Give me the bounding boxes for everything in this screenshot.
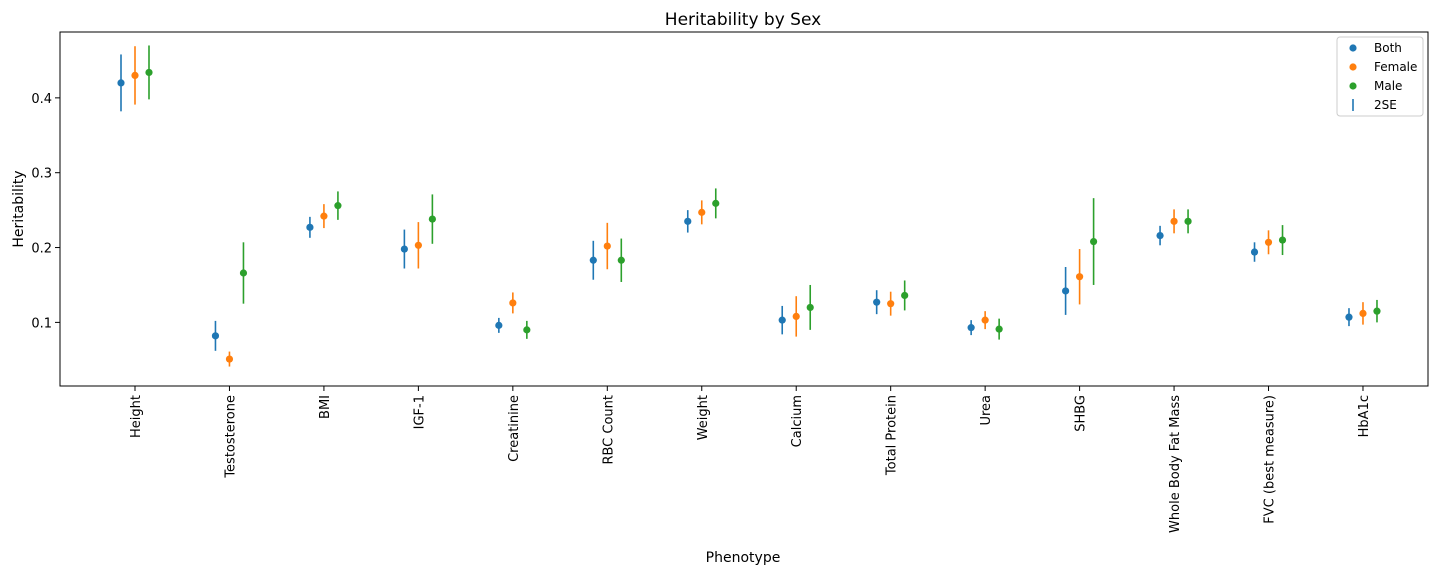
data-point-both bbox=[873, 298, 881, 306]
data-point-both bbox=[684, 217, 692, 225]
legend: Both Female Male 2SE bbox=[1336, 36, 1424, 117]
data-point-male bbox=[1278, 236, 1287, 244]
data-point-female bbox=[981, 316, 989, 324]
data-point-male bbox=[239, 269, 248, 277]
data-point-female bbox=[887, 300, 895, 308]
data-point-male bbox=[1184, 217, 1192, 225]
data-point-both bbox=[400, 245, 408, 253]
x-axis-label: Phenotype bbox=[706, 550, 781, 566]
data-point-both bbox=[495, 321, 503, 329]
data-point-female bbox=[414, 241, 422, 249]
data-point-both bbox=[1250, 248, 1259, 256]
plot-area-frame bbox=[59, 31, 1429, 387]
x-tick-label: Urea bbox=[979, 395, 994, 426]
data-point-both bbox=[1345, 313, 1353, 321]
x-tick-label: HbA1c bbox=[1357, 395, 1372, 437]
legend-box bbox=[1336, 36, 1424, 117]
data-point-male bbox=[145, 68, 153, 77]
legend-label-female: Female bbox=[1374, 60, 1417, 74]
x-tick-label: Testosterone bbox=[223, 395, 238, 479]
data-point-both bbox=[1062, 287, 1070, 295]
x-tick-label: Weight bbox=[696, 395, 711, 440]
x-tick-label: Whole Body Fat Mass bbox=[1168, 395, 1183, 533]
x-tick-label: BMI bbox=[318, 395, 333, 419]
legend-marker-male bbox=[1349, 82, 1357, 90]
legend-label-both: Both bbox=[1374, 41, 1402, 55]
x-tick-label: Calcium bbox=[790, 395, 805, 447]
data-point-both bbox=[589, 256, 597, 264]
data-point-both bbox=[306, 223, 314, 231]
chart-title: Heritability by Sex bbox=[665, 10, 821, 30]
data-point-female bbox=[509, 299, 517, 307]
legend-label-male: Male bbox=[1374, 79, 1402, 93]
data-point-male bbox=[617, 256, 625, 264]
legend-marker-both bbox=[1349, 44, 1357, 52]
data-point-male bbox=[995, 325, 1003, 333]
legend-marker-female bbox=[1349, 63, 1357, 71]
data-point-female bbox=[1076, 273, 1084, 281]
x-tick-label: SHBG bbox=[1074, 395, 1089, 432]
x-axis: Height Testosterone BMI IGF-1 Creatinine RBC … bbox=[129, 386, 1372, 533]
data-point-female bbox=[1264, 238, 1273, 246]
data-point-both bbox=[1156, 231, 1164, 240]
data-point-female bbox=[225, 355, 234, 363]
data-point-both bbox=[117, 79, 125, 87]
data-point-female bbox=[698, 208, 706, 216]
data-point-male bbox=[523, 326, 531, 334]
y-tick-label: 0.1 bbox=[31, 316, 52, 331]
data-point-female bbox=[1170, 217, 1178, 225]
data-point-male bbox=[806, 303, 814, 312]
data-point-male bbox=[334, 202, 342, 210]
data-point-female bbox=[320, 212, 328, 220]
x-tick-label: Height bbox=[129, 395, 144, 438]
y-axis-label: Heritability bbox=[11, 170, 27, 247]
chart-marks bbox=[117, 45, 1381, 367]
x-tick-label: FVC (best measure) bbox=[1263, 395, 1278, 524]
data-point-female bbox=[131, 71, 139, 80]
data-point-both bbox=[967, 324, 975, 332]
data-point-male bbox=[428, 215, 436, 223]
x-tick-label: Creatinine bbox=[507, 395, 522, 462]
data-point-male bbox=[712, 199, 720, 207]
legend-label-error-bar: 2SE bbox=[1374, 98, 1397, 112]
y-tick-label: 0.4 bbox=[31, 92, 52, 107]
data-point-male bbox=[901, 291, 909, 300]
data-point-both bbox=[778, 316, 786, 324]
x-tick-label: IGF-1 bbox=[412, 395, 427, 429]
data-point-female bbox=[1359, 309, 1367, 318]
x-tick-label: RBC Count bbox=[601, 395, 616, 465]
data-point-female bbox=[792, 312, 800, 320]
y-axis: 0.1 0.2 0.3 0.4 bbox=[31, 92, 60, 331]
data-point-female bbox=[603, 242, 611, 250]
data-point-male bbox=[1090, 237, 1098, 246]
x-tick-label: Total Protein bbox=[885, 395, 900, 476]
data-point-both bbox=[211, 332, 220, 340]
y-tick-label: 0.2 bbox=[31, 242, 52, 257]
y-tick-label: 0.3 bbox=[31, 167, 52, 182]
data-point-male bbox=[1373, 307, 1381, 315]
